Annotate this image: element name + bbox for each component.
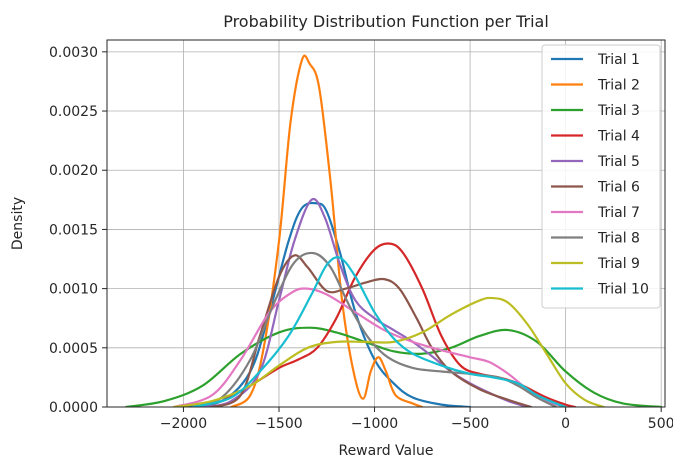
x-tick-label: 0: [561, 416, 570, 432]
y-tick-label: 0.0000: [49, 400, 98, 416]
series-line-trial-6: [211, 254, 533, 407]
legend-label-trial-3: Trial 3: [597, 103, 640, 119]
legend-label-trial-5: Trial 5: [597, 154, 640, 170]
legend-label-trial-2: Trial 2: [597, 78, 640, 94]
series-line-trial-3: [125, 326, 663, 407]
y-tick-label: 0.0015: [49, 222, 98, 238]
x-axis-label: Reward Value: [338, 443, 433, 459]
y-tick-label: 0.0030: [49, 45, 98, 61]
legend: Trial 1 Trial 2 Trial 3 Trial 4 Trial 5 Trial…: [541, 44, 661, 309]
series-line-trial-9: [172, 296, 605, 407]
axis-ticks: −2000 −1500 −1000 −500 0 500 0.0000 0.0005 0.001…: [49, 45, 673, 432]
y-tick-label: 0.0025: [49, 104, 98, 120]
y-tick-label: 0.0020: [49, 163, 98, 179]
y-tick-label: 0.0005: [49, 341, 98, 357]
x-tick-label: 500: [648, 416, 673, 432]
chart-title: Probability Distribution Function per Tr…: [223, 12, 549, 31]
series-lines: [125, 54, 663, 407]
y-axis-label: Density: [10, 197, 26, 250]
series-line-trial-1: [182, 201, 472, 407]
legend-label-trial-1: Trial 1: [597, 52, 640, 68]
series-line-trial-2: [230, 54, 424, 407]
legend-label-trial-10: Trial 10: [597, 282, 649, 298]
x-tick-label: −2000: [160, 416, 207, 432]
legend-label-trial-8: Trial 8: [597, 231, 640, 247]
legend-label-trial-9: Trial 9: [597, 256, 640, 272]
legend-label-trial-7: Trial 7: [597, 205, 640, 221]
plot-frame: [106, 39, 666, 408]
y-tick-label: 0.0010: [49, 282, 98, 298]
series-line-trial-10: [191, 256, 567, 407]
x-tick-label: −1000: [351, 416, 398, 432]
x-tick-label: −1500: [255, 416, 302, 432]
series-line-trial-7: [172, 287, 567, 407]
legend-label-trial-6: Trial 6: [597, 180, 640, 196]
legend-label-trial-4: Trial 4: [597, 129, 640, 145]
x-tick-label: −500: [451, 416, 489, 432]
